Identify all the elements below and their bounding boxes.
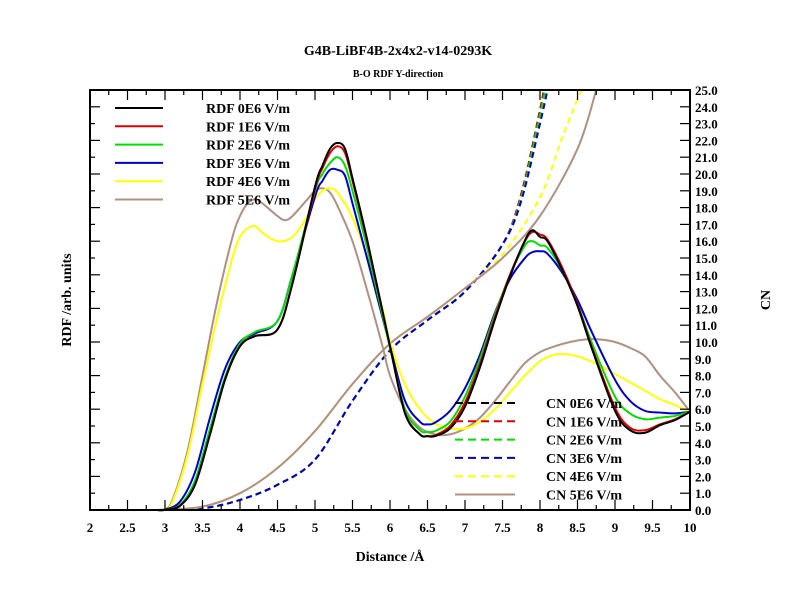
- y-right-tick-label: 19.0: [695, 184, 718, 199]
- x-tick-label: 3.5: [194, 520, 211, 535]
- y-right-tick-label: 21.0: [695, 150, 718, 165]
- x-tick-label: 6: [387, 520, 394, 535]
- legend-label-rdf-0e6-v-m: RDF 0E6 V/m: [206, 102, 290, 117]
- y-right-tick-label: 8.0: [695, 369, 711, 384]
- series-rdf-5e6-v-m: [157, 187, 691, 512]
- legend-label-cn-5e6-v-m: CN 5E6 V/m: [546, 489, 622, 504]
- y-right-tick-label: 16.0: [695, 234, 718, 249]
- y-right-tick-label: 3.0: [695, 453, 711, 468]
- x-tick-label: 2.5: [119, 520, 136, 535]
- legend-label-cn-0e6-v-m: CN 0E6 V/m: [546, 397, 622, 412]
- x-tick-label: 6.5: [419, 520, 436, 535]
- y-right-tick-label: 9.0: [695, 352, 711, 367]
- legend-label-rdf-4e6-v-m: RDF 4E6 V/m: [206, 175, 290, 190]
- x-tick-label: 3: [162, 520, 169, 535]
- x-tick-label: 2: [87, 520, 94, 535]
- chart-title: G4B-LiBF4B-2x4x2-v14-0293K: [304, 44, 492, 59]
- legend-label-rdf-3e6-v-m: RDF 3E6 V/m: [206, 157, 290, 172]
- y-right-tick-label: 1.0: [695, 486, 711, 501]
- y-right-tick-label: 7.0: [695, 385, 711, 400]
- legend-label-cn-1e6-v-m: CN 1E6 V/m: [546, 415, 622, 430]
- y-right-tick-label: 0.0: [695, 503, 711, 518]
- x-tick-label: 9: [612, 520, 619, 535]
- y-right-tick-label: 24.0: [695, 100, 718, 115]
- y-right-tick-label: 18.0: [695, 201, 718, 216]
- legend-label-rdf-2e6-v-m: RDF 2E6 V/m: [206, 139, 290, 154]
- chart-subtitle: B-O RDF Y-direction: [353, 69, 444, 80]
- y-axis-left-label: RDF /arb. units: [60, 253, 75, 347]
- x-tick-label: 8.5: [569, 520, 586, 535]
- y-right-tick-label: 12.0: [695, 301, 718, 316]
- legend-label-cn-3e6-v-m: CN 3E6 V/m: [546, 452, 622, 467]
- x-tick-label: 10: [684, 520, 697, 535]
- y-axis-right-label: CN: [759, 290, 774, 310]
- series-layer: [157, 89, 691, 512]
- y-right-tick-label: 13.0: [695, 285, 718, 300]
- y-right-tick-label: 10.0: [695, 335, 718, 350]
- y-right-tick-label: 4.0: [695, 436, 711, 451]
- y-right-tick-label: 25.0: [695, 83, 718, 98]
- legend-label-rdf-1e6-v-m: RDF 1E6 V/m: [206, 120, 290, 135]
- x-tick-label: 5.5: [344, 520, 361, 535]
- y-right-tick-label: 5.0: [695, 419, 711, 434]
- x-tick-label: 5: [312, 520, 319, 535]
- y-right-tick-label: 17.0: [695, 217, 718, 232]
- y-right-tick-label: 22.0: [695, 133, 718, 148]
- x-tick-label: 7.5: [494, 520, 511, 535]
- legend-label-cn-4e6-v-m: CN 4E6 V/m: [546, 470, 622, 485]
- y-right-tick-label: 2.0: [695, 469, 711, 484]
- legend-rdf: RDF 0E6 V/m RDF 1E6 V/m RDF 2E6 V/m RDF 3E6…: [115, 102, 290, 209]
- x-tick-label: 4.5: [269, 520, 286, 535]
- y-right-tick-label: 14.0: [695, 268, 718, 283]
- series-rdf-0e6-v-m: [157, 141, 691, 512]
- x-tick-label: 7: [462, 520, 469, 535]
- x-tick-label: 4: [237, 520, 244, 535]
- y-right-tick-label: 20.0: [695, 167, 718, 182]
- y-right-tick-label: 23.0: [695, 117, 718, 132]
- legend-cn: CN 0E6 V/m CN 1E6 V/m CN 2E6 V/m CN 3E6 V/m…: [455, 397, 622, 504]
- y-right-tick-label: 15.0: [695, 251, 718, 266]
- x-tick-label: 8: [537, 520, 544, 535]
- x-tick-label: 9.5: [644, 520, 661, 535]
- legend-label-rdf-5e6-v-m: RDF 5E6 V/m: [206, 194, 290, 209]
- y-right-tick-label: 11.0: [695, 318, 717, 333]
- tick-layer: 2 2.5 3 3.5 4 4.5 5 5.5 6 6.5 7 7.5 8 8.5 9 9.5 10 0.0 1.0…: [87, 83, 718, 535]
- legend-label-cn-2e6-v-m: CN 2E6 V/m: [546, 434, 622, 449]
- y-right-tick-label: 6.0: [695, 402, 711, 417]
- x-axis-label: Distance /Å: [356, 549, 426, 565]
